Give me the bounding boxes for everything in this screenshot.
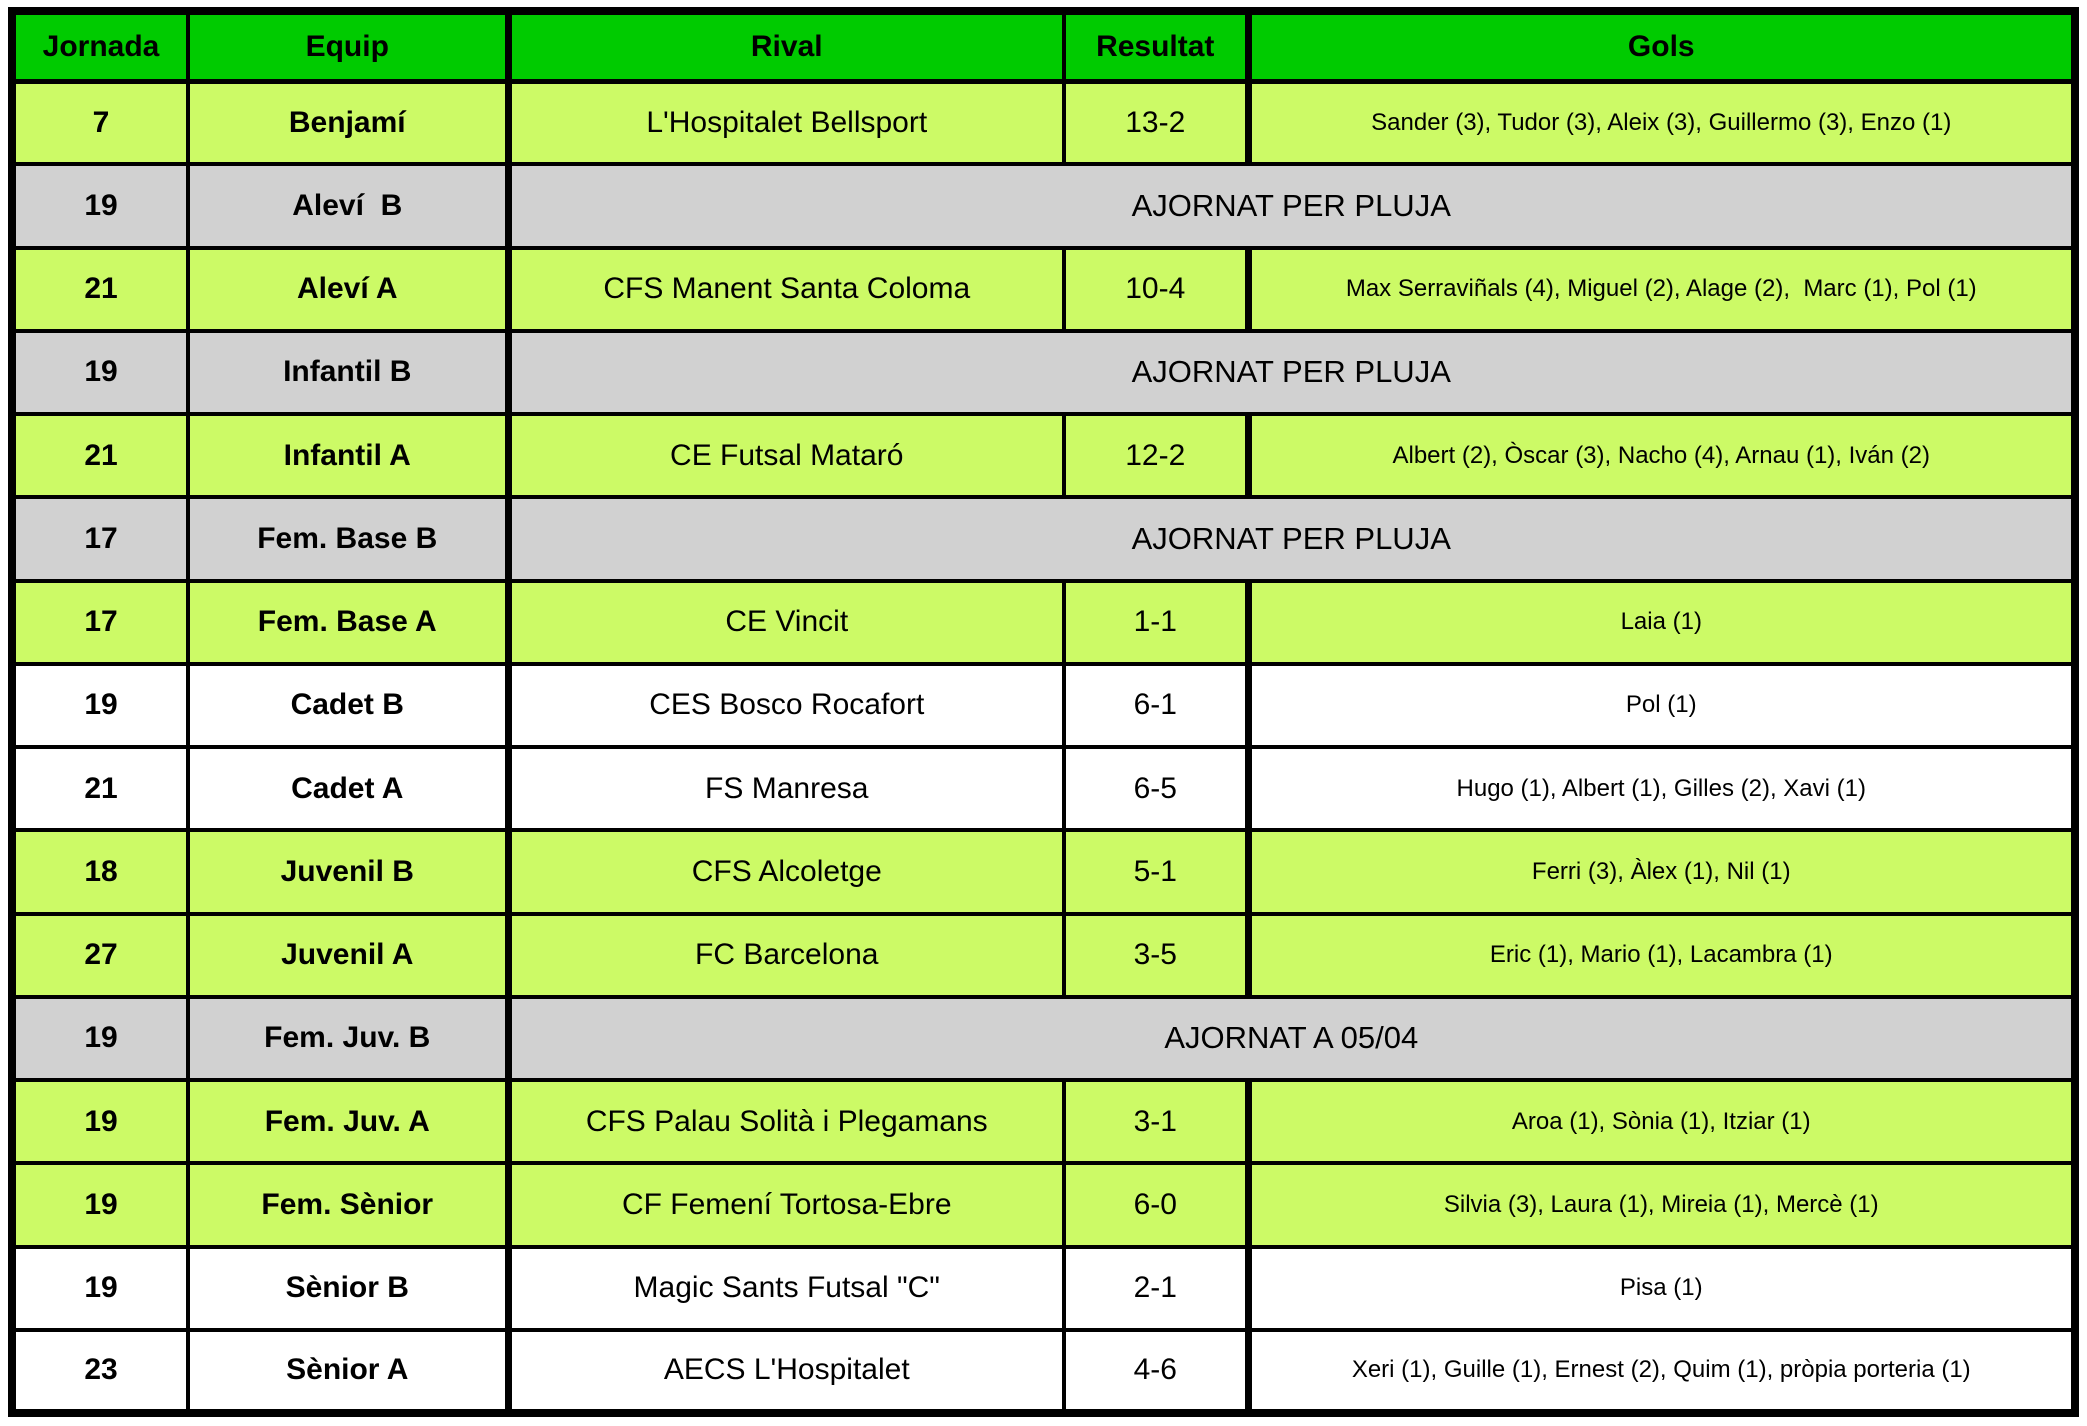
equip-cell: Sènior B bbox=[186, 1244, 510, 1332]
header-rival: Rival bbox=[504, 9, 1066, 84]
results-table: Jornada Equip Rival Resultat Gols 7 Benj… bbox=[8, 7, 2079, 1417]
table-row: 19 Fem. Sènior CF Femení Tortosa-Ebre 6-… bbox=[10, 1161, 2077, 1249]
table-row-postponed: 17 Fem. Base B AJORNAT PER PLUJA bbox=[10, 495, 2077, 583]
jornada-cell: 19 bbox=[10, 162, 190, 250]
table-row: 19 Fem. Juv. A CFS Palau Solità i Plegam… bbox=[10, 1077, 2077, 1166]
header-row: Jornada Equip Rival Resultat Gols bbox=[10, 9, 2077, 84]
postponed-note-cell: AJORNAT PER PLUJA bbox=[504, 162, 2077, 250]
jornada-cell: 27 bbox=[10, 911, 190, 999]
jornada-cell: 19 bbox=[10, 994, 190, 1083]
table-row: 23 Sènior A AECS L'Hospitalet 4-6 Xeri (… bbox=[10, 1327, 2077, 1416]
equip-cell: Infantil A bbox=[186, 411, 510, 500]
equip-cell: Fem. Base A bbox=[186, 578, 510, 666]
postponed-note-cell: AJORNAT A 05/04 bbox=[504, 994, 2077, 1083]
table-body: 7 Benjamí L'Hospitalet Bellsport 13-2 Sa… bbox=[10, 78, 2077, 1416]
equip-cell: Fem. Sènior bbox=[186, 1161, 510, 1249]
equip-cell: Fem. Base B bbox=[186, 495, 510, 583]
resultat-cell: 10-4 bbox=[1062, 245, 1250, 333]
table-row: 18 Juvenil B CFS Alcoletge 5-1 Ferri (3)… bbox=[10, 828, 2077, 916]
jornada-cell: 21 bbox=[10, 245, 190, 333]
rival-cell: FS Manresa bbox=[504, 744, 1066, 833]
equip-cell: Cadet A bbox=[186, 744, 510, 833]
resultat-cell: 6-1 bbox=[1062, 661, 1250, 750]
rival-cell: FC Barcelona bbox=[504, 911, 1066, 999]
jornada-cell: 21 bbox=[10, 744, 190, 833]
jornada-cell: 19 bbox=[10, 1077, 190, 1166]
gols-cell: Eric (1), Mario (1), Lacambra (1) bbox=[1244, 911, 2077, 999]
gols-cell: Sander (3), Tudor (3), Aleix (3), Guille… bbox=[1244, 78, 2077, 167]
gols-cell: Max Serraviñals (4), Miguel (2), Alage (… bbox=[1244, 245, 2077, 333]
jornada-cell: 17 bbox=[10, 578, 190, 666]
jornada-cell: 7 bbox=[10, 78, 190, 167]
rival-cell: CE Futsal Mataró bbox=[504, 411, 1066, 500]
resultat-cell: 13-2 bbox=[1062, 78, 1250, 167]
table-row-postponed: 19 Aleví B AJORNAT PER PLUJA bbox=[10, 162, 2077, 250]
resultat-cell: 1-1 bbox=[1062, 578, 1250, 666]
equip-cell: Fem. Juv. B bbox=[186, 994, 510, 1083]
resultat-cell: 3-5 bbox=[1062, 911, 1250, 999]
table-row: 17 Fem. Base A CE Vincit 1-1 Laia (1) bbox=[10, 578, 2077, 666]
header-jornada: Jornada bbox=[10, 9, 190, 84]
resultat-cell: 2-1 bbox=[1062, 1244, 1250, 1332]
gols-cell: Ferri (3), Àlex (1), Nil (1) bbox=[1244, 828, 2077, 916]
rival-cell: L'Hospitalet Bellsport bbox=[504, 78, 1066, 167]
jornada-cell: 17 bbox=[10, 495, 190, 583]
jornada-cell: 19 bbox=[10, 661, 190, 750]
gols-cell: Silvia (3), Laura (1), Mireia (1), Mercè… bbox=[1244, 1161, 2077, 1249]
table-row-postponed: 19 Fem. Juv. B AJORNAT A 05/04 bbox=[10, 994, 2077, 1083]
table-row: 21 Infantil A CE Futsal Mataró 12-2 Albe… bbox=[10, 411, 2077, 500]
gols-cell: Aroa (1), Sònia (1), Itziar (1) bbox=[1244, 1077, 2077, 1166]
jornada-cell: 21 bbox=[10, 411, 190, 500]
equip-cell: Cadet B bbox=[186, 661, 510, 750]
jornada-cell: 19 bbox=[10, 1244, 190, 1332]
rival-cell: CFS Palau Solità i Plegamans bbox=[504, 1077, 1066, 1166]
resultat-cell: 3-1 bbox=[1062, 1077, 1250, 1166]
equip-cell: Juvenil A bbox=[186, 911, 510, 999]
rival-cell: AECS L'Hospitalet bbox=[504, 1327, 1066, 1416]
gols-cell: Albert (2), Òscar (3), Nacho (4), Arnau … bbox=[1244, 411, 2077, 500]
gols-cell: Laia (1) bbox=[1244, 578, 2077, 666]
jornada-cell: 19 bbox=[10, 1161, 190, 1249]
resultat-cell: 4-6 bbox=[1062, 1327, 1250, 1416]
resultat-cell: 6-5 bbox=[1062, 744, 1250, 833]
rival-cell: CF Femení Tortosa-Ebre bbox=[504, 1161, 1066, 1249]
header-gols: Gols bbox=[1244, 9, 2077, 84]
jornada-cell: 19 bbox=[10, 328, 190, 417]
equip-cell: Sènior A bbox=[186, 1327, 510, 1416]
jornada-cell: 18 bbox=[10, 828, 190, 916]
equip-cell: Juvenil B bbox=[186, 828, 510, 916]
equip-cell: Benjamí bbox=[186, 78, 510, 167]
rival-cell: CES Bosco Rocafort bbox=[504, 661, 1066, 750]
rival-cell: Magic Sants Futsal "C" bbox=[504, 1244, 1066, 1332]
gols-cell: Hugo (1), Albert (1), Gilles (2), Xavi (… bbox=[1244, 744, 2077, 833]
rival-cell: CFS Manent Santa Coloma bbox=[504, 245, 1066, 333]
rival-cell: CFS Alcoletge bbox=[504, 828, 1066, 916]
table-row: 21 Cadet A FS Manresa 6-5 Hugo (1), Albe… bbox=[10, 744, 2077, 833]
postponed-note-cell: AJORNAT PER PLUJA bbox=[504, 495, 2077, 583]
table-header: Jornada Equip Rival Resultat Gols bbox=[10, 9, 2077, 84]
resultat-cell: 5-1 bbox=[1062, 828, 1250, 916]
table-row-postponed: 19 Infantil B AJORNAT PER PLUJA bbox=[10, 328, 2077, 417]
table-row: 19 Sènior B Magic Sants Futsal "C" 2-1 P… bbox=[10, 1244, 2077, 1332]
table-row: 21 Aleví A CFS Manent Santa Coloma 10-4 … bbox=[10, 245, 2077, 333]
equip-cell: Infantil B bbox=[186, 328, 510, 417]
rival-cell: CE Vincit bbox=[504, 578, 1066, 666]
equip-cell: Aleví B bbox=[186, 162, 510, 250]
header-resultat: Resultat bbox=[1062, 9, 1250, 84]
table-row: 19 Cadet B CES Bosco Rocafort 6-1 Pol (1… bbox=[10, 661, 2077, 750]
table-row: 7 Benjamí L'Hospitalet Bellsport 13-2 Sa… bbox=[10, 78, 2077, 167]
equip-cell: Aleví A bbox=[186, 245, 510, 333]
header-equip: Equip bbox=[186, 9, 510, 84]
equip-cell: Fem. Juv. A bbox=[186, 1077, 510, 1166]
table-row: 27 Juvenil A FC Barcelona 3-5 Eric (1), … bbox=[10, 911, 2077, 999]
resultat-cell: 6-0 bbox=[1062, 1161, 1250, 1249]
resultat-cell: 12-2 bbox=[1062, 411, 1250, 500]
postponed-note-cell: AJORNAT PER PLUJA bbox=[504, 328, 2077, 417]
gols-cell: Pol (1) bbox=[1244, 661, 2077, 750]
gols-cell: Pisa (1) bbox=[1244, 1244, 2077, 1332]
jornada-cell: 23 bbox=[10, 1327, 190, 1416]
gols-cell: Xeri (1), Guille (1), Ernest (2), Quim (… bbox=[1244, 1327, 2077, 1416]
